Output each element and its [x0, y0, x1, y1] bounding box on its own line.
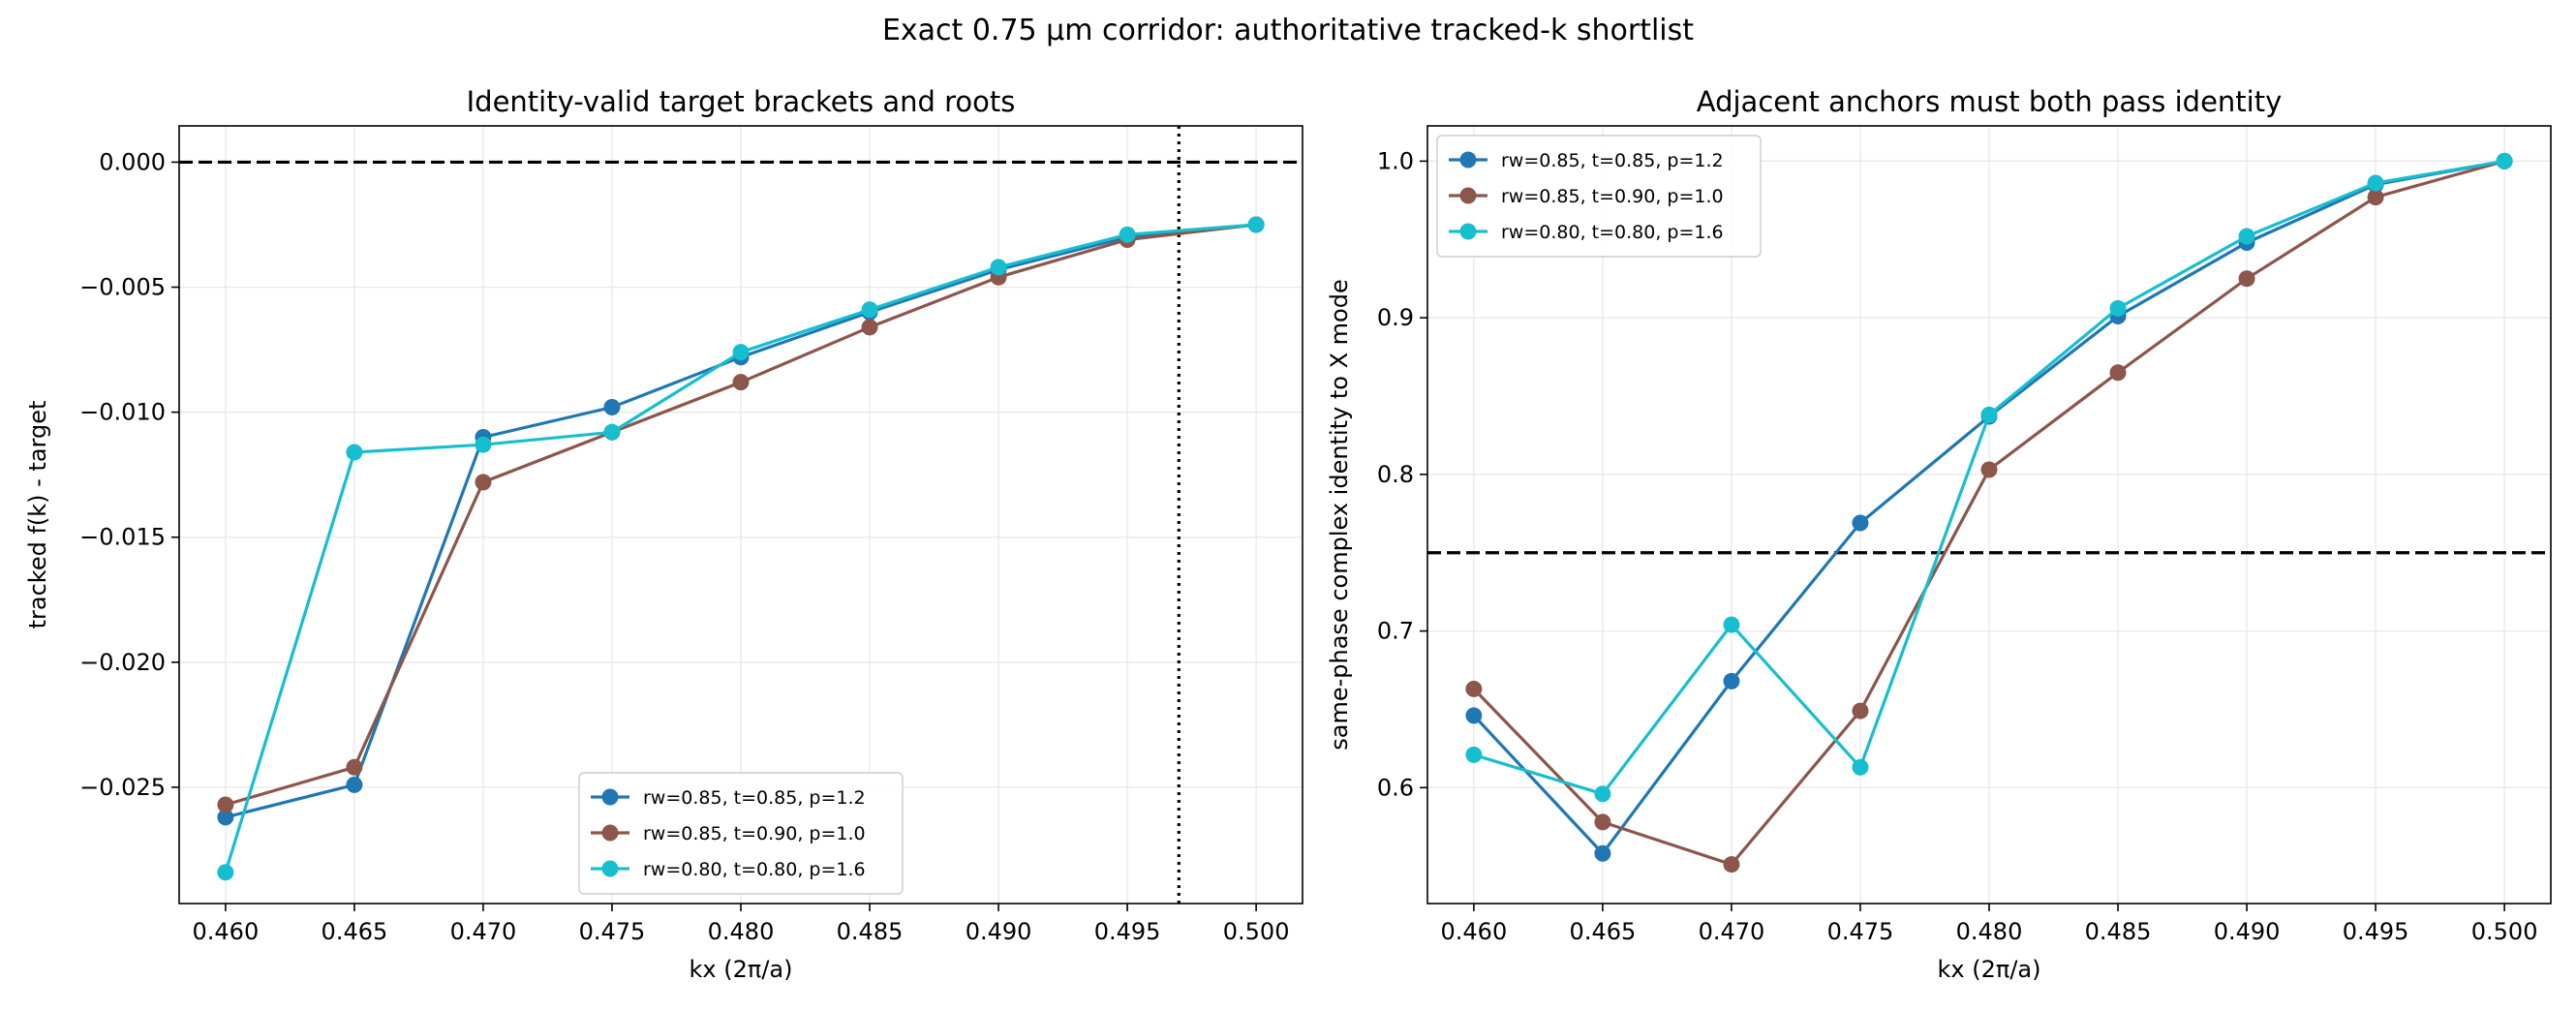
data-point-s3-4 [603, 423, 621, 441]
data-point-s3-5 [732, 344, 750, 361]
data-point-s3-3 [1723, 616, 1740, 633]
y-tick-label: −0.005 [79, 274, 166, 301]
data-point-s3-6 [2109, 299, 2127, 317]
data-point-s3-2 [346, 444, 363, 461]
y-tick-label: 0.6 [1377, 774, 1414, 801]
y-tick-label: 0.000 [99, 148, 166, 175]
data-point-s2-3 [1723, 856, 1740, 874]
data-point-s3-6 [861, 301, 878, 319]
data-point-s2-2 [1594, 813, 1611, 831]
x-tick-label: 0.500 [1223, 918, 1290, 945]
x-tick-label: 0.500 [2471, 918, 2538, 945]
y-tick-label: 0.7 [1377, 618, 1414, 645]
data-point-s3-8 [2367, 174, 2384, 192]
y-tick-label: −0.020 [79, 649, 166, 676]
data-point-s2-3 [475, 474, 492, 491]
y-tick-label: −0.010 [79, 399, 166, 426]
y-tick-label: 0.8 [1377, 461, 1414, 488]
data-point-s2-8 [2367, 189, 2384, 206]
legend-entry-3: rw=0.80, t=0.80, p=1.6 [1501, 222, 1724, 243]
data-point-s3-9 [2496, 152, 2513, 169]
data-point-s2-5 [1980, 461, 1998, 478]
y-tick-label: −0.015 [79, 524, 166, 551]
legend-entry-2: rw=0.85, t=0.90, p=1.0 [643, 823, 866, 844]
figure-title: Exact 0.75 µm corridor: authoritative tr… [881, 14, 1695, 47]
x-axis-label: kx (2π/a) [1938, 956, 2041, 983]
legend: rw=0.85, t=0.85, p=1.2 rw=0.85, t=0.90, p… [1436, 135, 1762, 258]
y-tick-label: 0.9 [1377, 304, 1414, 331]
chart-panel-1: 0.460 0.465 0.470 0.475 0.480 0.485 0.490 0.495… [24, 85, 1303, 983]
data-point-s2-6 [861, 319, 878, 336]
data-point-s1-2 [346, 776, 363, 793]
x-tick-label: 0.485 [837, 918, 904, 945]
data-point-s2-1 [217, 796, 234, 813]
x-tick-label: 0.465 [1570, 918, 1637, 945]
panel-title: Adjacent anchors must both pass identity [1697, 85, 2283, 118]
y-tick-label: −0.025 [79, 774, 166, 801]
data-point-s1-3 [1723, 672, 1740, 690]
data-point-s3-3 [475, 436, 492, 453]
x-tick-label: 0.475 [1827, 918, 1894, 945]
data-point-s2-7 [2238, 270, 2255, 288]
x-tick-label: 0.495 [1094, 918, 1161, 945]
legend-marker-3 [601, 860, 619, 877]
data-point-s3-5 [1980, 406, 1998, 423]
data-point-s3-9 [1247, 216, 1265, 233]
legend-entry-2: rw=0.85, t=0.90, p=1.0 [1501, 186, 1724, 207]
x-tick-label: 0.480 [1956, 918, 2023, 945]
data-point-s3-2 [1594, 785, 1611, 803]
x-tick-label: 0.460 [1441, 918, 1508, 945]
data-point-s2-1 [1465, 680, 1483, 697]
legend-entry-3: rw=0.80, t=0.80, p=1.6 [643, 859, 866, 880]
data-point-s2-6 [2109, 364, 2127, 382]
data-point-s1-4 [603, 398, 621, 415]
x-tick-label: 0.480 [708, 918, 775, 945]
data-point-s1-1 [217, 809, 234, 826]
legend-box [578, 772, 904, 895]
x-tick-label: 0.465 [322, 918, 388, 945]
legend-entry-1: rw=0.85, t=0.85, p=1.2 [1501, 150, 1724, 171]
data-point-s2-5 [732, 374, 750, 391]
data-point-s2-2 [346, 758, 363, 776]
x-tick-label: 0.475 [579, 918, 646, 945]
panel-title: Identity-valid target brackets and roots [467, 85, 1016, 118]
legend-marker-3 [1459, 223, 1477, 240]
x-axis-label: kx (2π/a) [690, 956, 793, 983]
y-tick-label: 1.0 [1377, 147, 1414, 174]
x-tick-label: 0.470 [450, 918, 517, 945]
data-point-s3-7 [990, 259, 1007, 276]
data-point-s3-1 [217, 864, 234, 881]
data-point-s3-8 [1119, 226, 1136, 243]
data-point-s1-4 [1852, 514, 1869, 532]
legend-box [1436, 135, 1762, 258]
legend-marker-2 [1459, 187, 1477, 204]
x-tick-label: 0.490 [966, 918, 1032, 945]
data-point-s2-4 [1852, 702, 1869, 720]
y-axis-label: tracked f(k) - target [24, 401, 51, 629]
chart-panel-2: 0.460 0.465 0.470 0.475 0.480 0.485 0.490 0.495… [1326, 85, 2552, 983]
x-tick-label: 0.470 [1699, 918, 1765, 945]
x-tick-label: 0.495 [2343, 918, 2409, 945]
data-point-s3-7 [2238, 228, 2255, 245]
x-tick-label: 0.490 [2214, 918, 2281, 945]
data-point-s1-2 [1594, 844, 1611, 862]
legend-entry-1: rw=0.85, t=0.85, p=1.2 [643, 787, 866, 809]
x-tick-label: 0.460 [193, 918, 260, 945]
y-axis-label: same-phase complex identity to X mode [1326, 279, 1353, 750]
legend-marker-2 [601, 824, 619, 842]
data-point-s1-1 [1465, 707, 1483, 724]
legend-marker-1 [1459, 151, 1477, 169]
x-tick-label: 0.485 [2085, 918, 2152, 945]
data-point-s3-4 [1852, 758, 1869, 776]
legend-marker-1 [601, 788, 619, 806]
legend: rw=0.85, t=0.85, p=1.2 rw=0.85, t=0.90, p… [578, 772, 904, 895]
data-point-s3-1 [1465, 746, 1483, 763]
